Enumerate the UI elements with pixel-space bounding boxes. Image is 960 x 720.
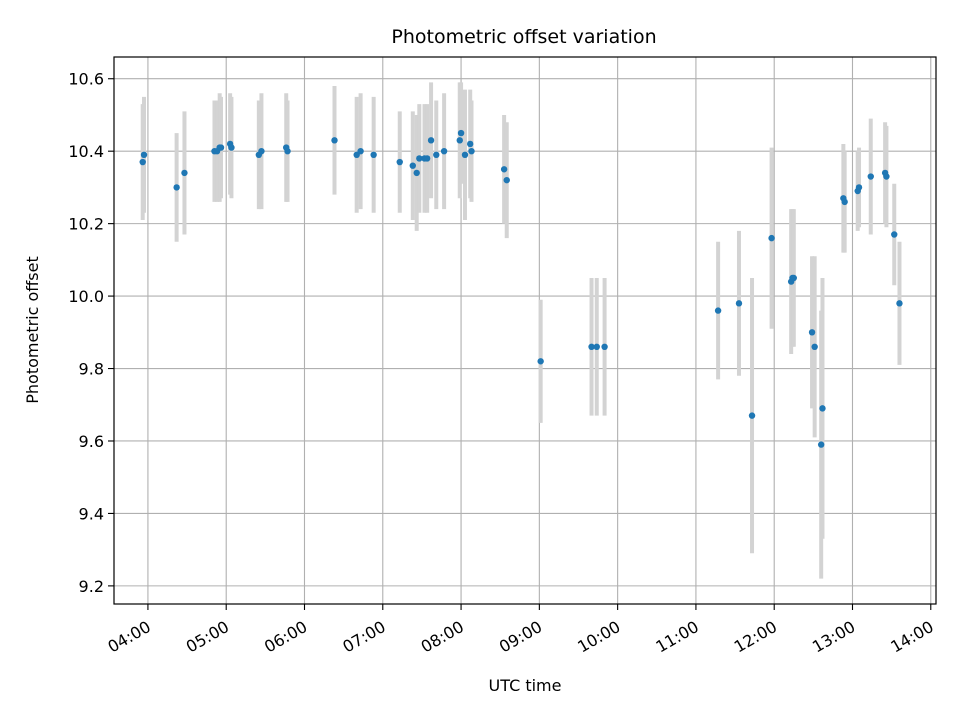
data-point bbox=[748, 412, 756, 419]
data-point bbox=[855, 184, 863, 191]
data-point bbox=[456, 137, 463, 144]
data-point bbox=[413, 169, 420, 177]
y-tick-label: 9.8 bbox=[79, 360, 104, 379]
y-tick-label: 9.6 bbox=[79, 432, 104, 451]
plot-frame bbox=[113, 56, 937, 605]
y-axis-label: Photometric offset bbox=[23, 256, 42, 404]
data-point bbox=[423, 155, 431, 162]
y-tick-label: 10.0 bbox=[68, 287, 104, 306]
data-point bbox=[181, 169, 188, 177]
data-point bbox=[461, 151, 469, 159]
data-point bbox=[841, 198, 848, 206]
y-tick-label: 9.2 bbox=[79, 577, 104, 596]
data-point bbox=[819, 405, 826, 412]
data-point bbox=[284, 147, 291, 155]
data-point bbox=[140, 151, 148, 159]
data-point bbox=[409, 162, 416, 169]
chart-title: Photometric offset variation bbox=[391, 26, 656, 48]
data-point bbox=[139, 158, 146, 166]
y-tick-label: 10.6 bbox=[68, 70, 104, 89]
grid-lines bbox=[114, 57, 936, 604]
data-point bbox=[588, 343, 595, 351]
data-point bbox=[867, 173, 874, 180]
data-point bbox=[896, 300, 903, 307]
data-point bbox=[891, 231, 898, 238]
y-tick-label: 9.4 bbox=[79, 504, 104, 523]
data-point bbox=[817, 441, 825, 448]
data-point bbox=[440, 147, 448, 155]
data-point bbox=[714, 307, 722, 314]
data-point bbox=[601, 343, 608, 351]
data-point bbox=[768, 234, 775, 242]
data-point bbox=[427, 137, 435, 144]
data-point bbox=[357, 147, 364, 155]
data-point bbox=[433, 151, 440, 159]
data-point bbox=[258, 147, 265, 155]
data-point bbox=[370, 151, 377, 159]
data-point bbox=[735, 300, 743, 307]
data-point bbox=[467, 140, 474, 148]
data-point bbox=[331, 137, 338, 144]
data-point bbox=[468, 147, 475, 155]
data-point bbox=[173, 184, 180, 191]
data-point bbox=[537, 358, 544, 365]
data-point bbox=[416, 155, 423, 162]
data-point bbox=[503, 176, 510, 184]
data-points bbox=[139, 129, 903, 448]
data-point bbox=[808, 329, 816, 336]
data-point bbox=[500, 166, 508, 173]
data-point bbox=[228, 144, 235, 151]
y-tick-label: 10.2 bbox=[68, 215, 104, 234]
y-axis-ticks: 9.2 9.4 9.6 9.8 10.0 10.2 10.4 10.6 bbox=[68, 70, 114, 596]
data-point bbox=[396, 158, 403, 166]
data-point bbox=[811, 343, 818, 351]
data-point bbox=[593, 343, 600, 351]
data-point bbox=[217, 144, 225, 151]
x-axis-label: UTC time bbox=[489, 676, 562, 695]
data-point bbox=[883, 173, 890, 180]
y-tick-label: 10.4 bbox=[68, 142, 104, 161]
data-point bbox=[790, 274, 797, 282]
data-point bbox=[457, 129, 465, 137]
